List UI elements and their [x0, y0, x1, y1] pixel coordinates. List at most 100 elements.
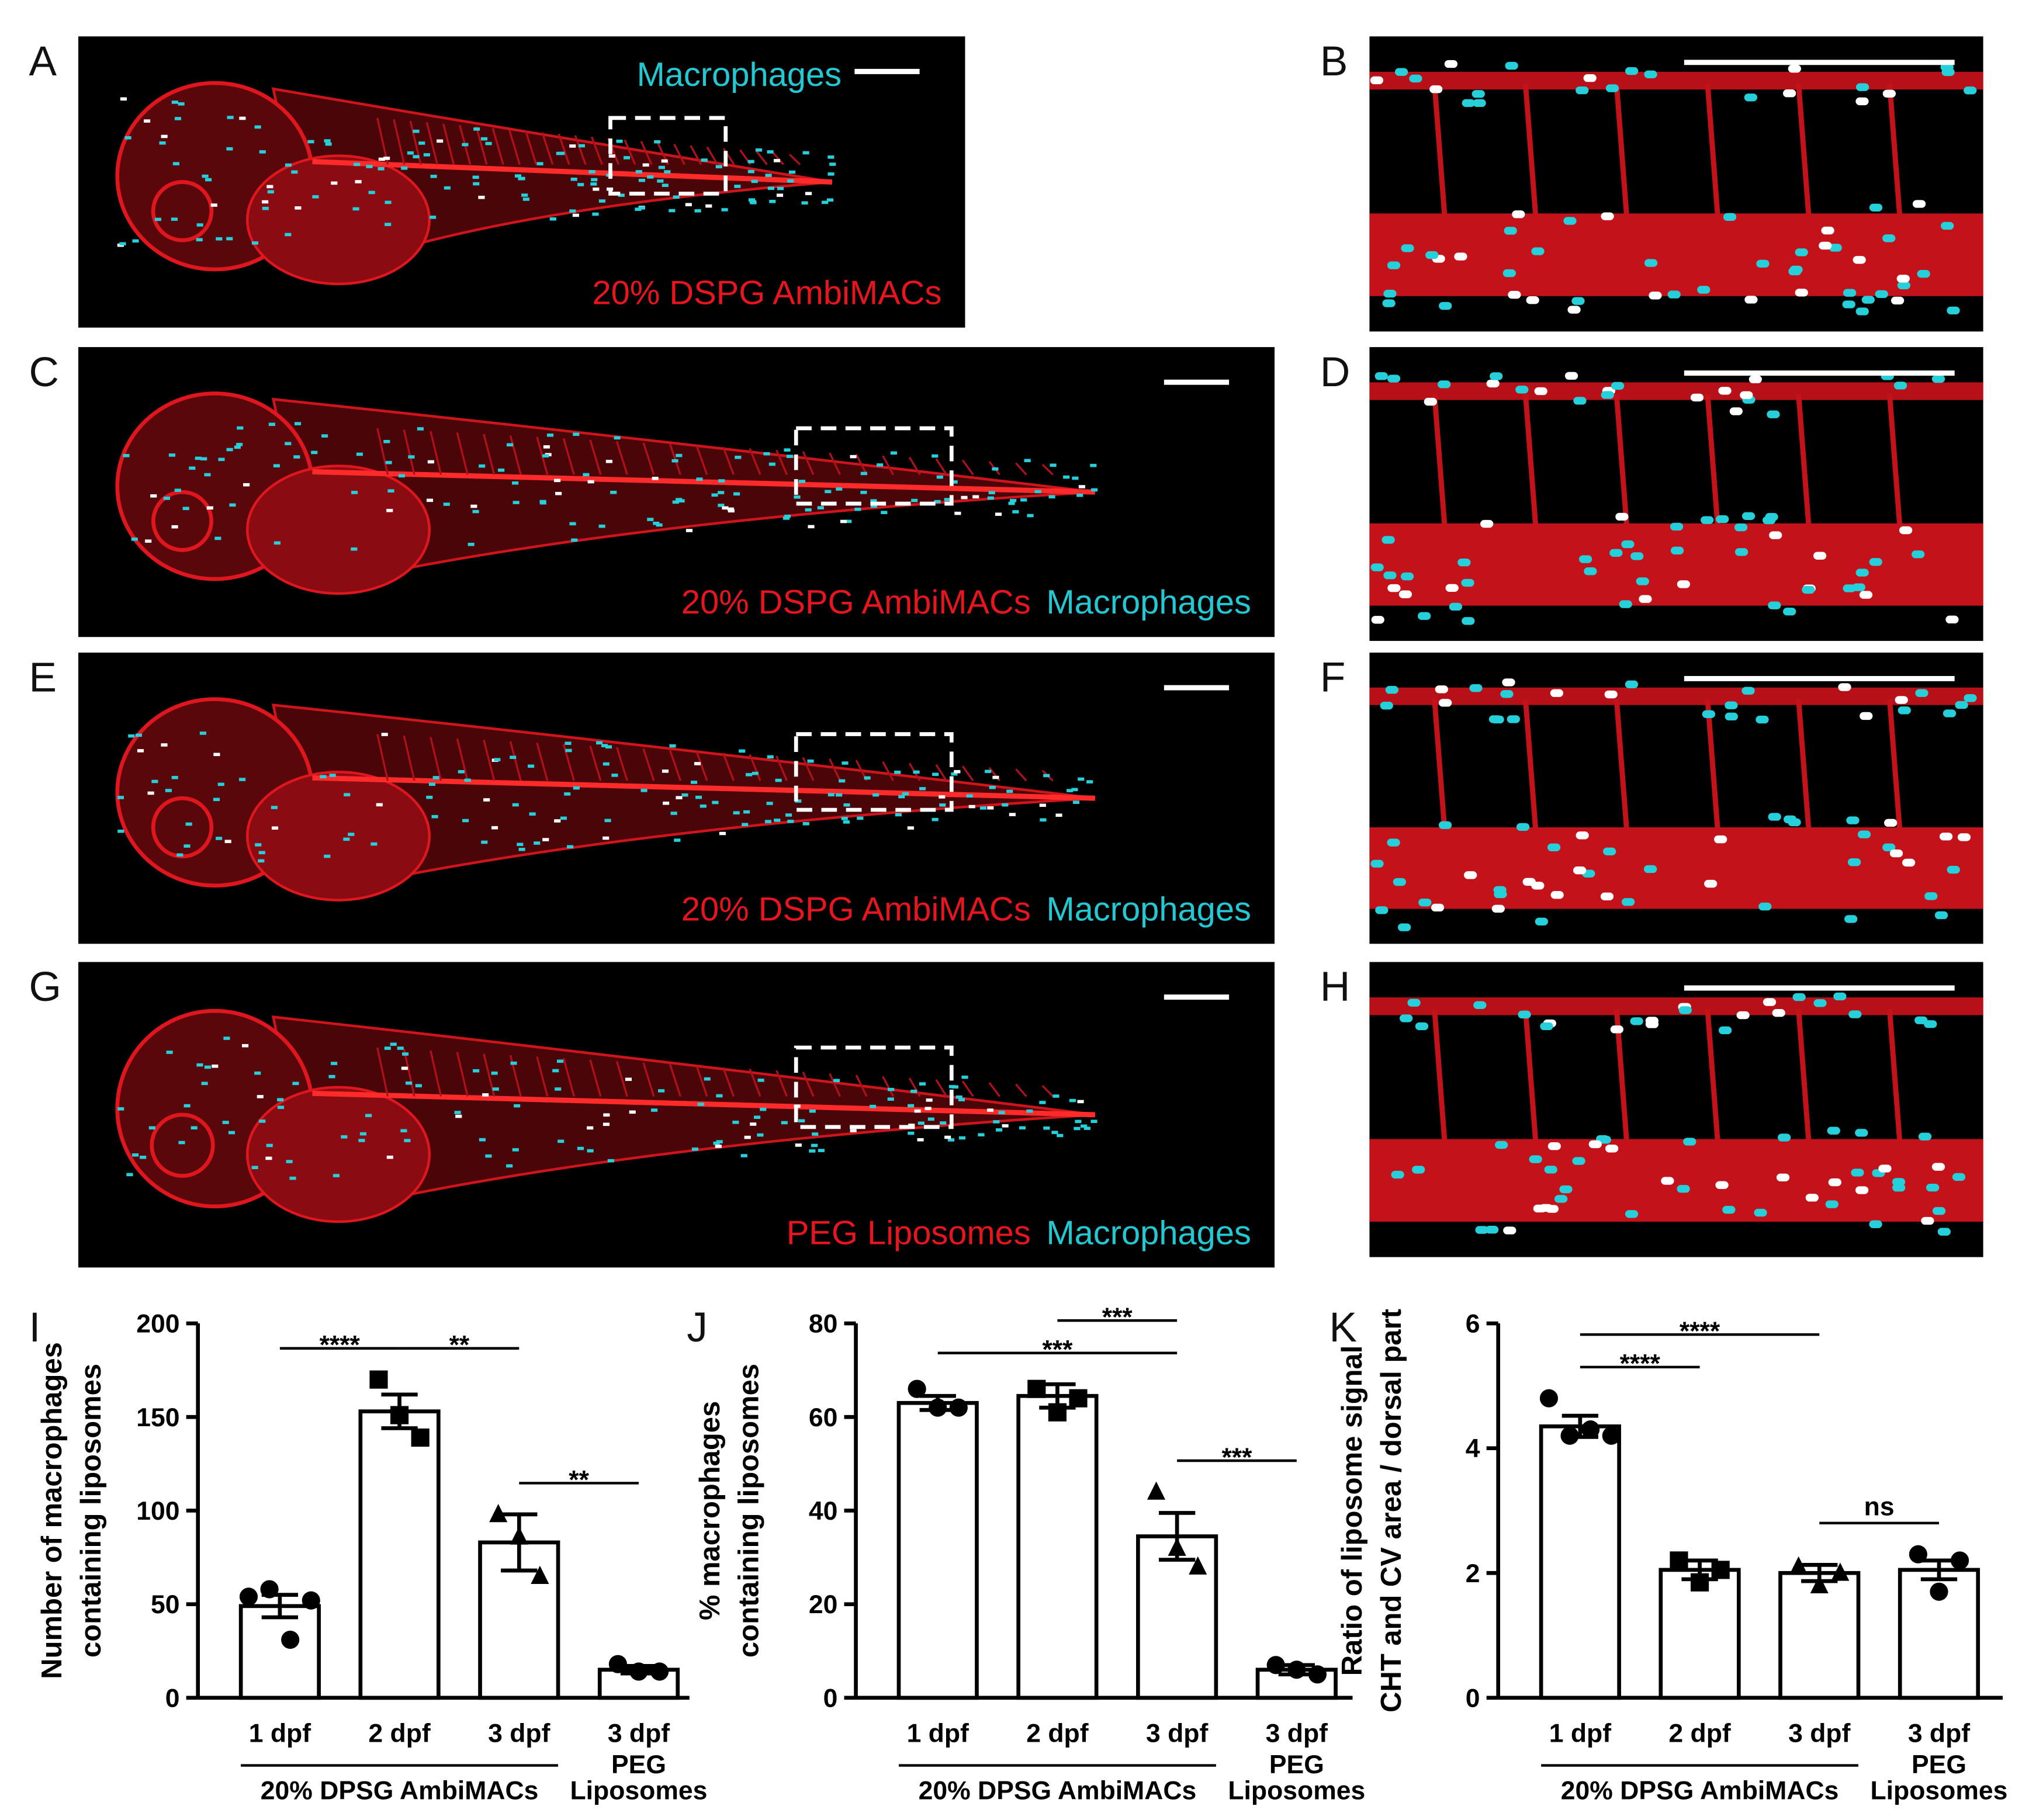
macrophage: [747, 169, 754, 174]
macrophage: [1563, 217, 1577, 225]
macrophage: [864, 776, 871, 780]
macrophage: [1725, 712, 1738, 721]
macrophage: [1765, 513, 1778, 521]
macrophage: [343, 837, 350, 841]
macrophage: [583, 473, 590, 477]
liposome-macrophage: [1639, 595, 1652, 603]
macrophage: [356, 452, 363, 456]
panel-letter: J: [687, 1305, 708, 1351]
macrophage: [1937, 1228, 1951, 1236]
liposome-macrophage: [605, 459, 612, 463]
macrophage: [927, 1117, 934, 1121]
panel-letter: B: [1320, 39, 1348, 85]
macrophage: [1043, 774, 1050, 778]
macrophage: [254, 125, 261, 129]
macrophage: [168, 453, 176, 457]
macrophage: [1024, 459, 1031, 463]
macrophage: [635, 170, 642, 174]
liposome-macrophage: [555, 491, 562, 495]
data-point: [1691, 1573, 1709, 1592]
macrophage: [426, 795, 433, 799]
macrophage: [454, 1111, 461, 1114]
liposome-macrophage: [1931, 1163, 1945, 1171]
macrophage: [1670, 522, 1684, 531]
liposome-macrophage: [1902, 858, 1916, 867]
macrophage: [747, 160, 754, 164]
macrophage: [733, 811, 740, 814]
macrophage: [124, 136, 131, 140]
macrophage: [908, 1131, 915, 1135]
liposome-macrophage: [850, 1129, 857, 1132]
macrophage: [768, 462, 775, 466]
image-content: [1369, 992, 1983, 1236]
macrophage: [669, 744, 676, 748]
intersegmental-vessel: [1432, 1008, 1448, 1145]
macrophage: [119, 242, 126, 246]
macrophage: [151, 779, 158, 784]
macrophage: [1090, 1119, 1097, 1124]
macrophage: [1394, 68, 1408, 76]
macrophage: [1002, 803, 1009, 807]
liposome-macrophage: [1896, 275, 1910, 283]
macrophage: [947, 1138, 954, 1142]
macrophage: [529, 812, 536, 816]
macrophage: [614, 436, 621, 440]
macrophage: [769, 200, 776, 203]
macrophage: [1081, 1124, 1088, 1128]
liposome-macrophage: [1576, 831, 1589, 840]
macrophage: [1722, 1205, 1736, 1214]
macrophage: [518, 848, 525, 851]
liposome-macrophage: [914, 1109, 921, 1113]
macrophage: [462, 143, 469, 147]
liposome-macrophage: [1444, 60, 1458, 68]
liposome-macrophage: [1502, 678, 1515, 687]
macrophage: [255, 843, 262, 847]
macrophage: [721, 208, 728, 212]
macrophage: [573, 432, 580, 436]
panel-letter: C: [29, 349, 58, 396]
macrophage: [681, 793, 688, 797]
macrophage: [223, 1036, 230, 1040]
macrophage: [408, 455, 415, 459]
macrophage: [1611, 382, 1625, 390]
macrophage: [172, 162, 179, 165]
segment-vessel: [624, 139, 636, 165]
macrophage: [802, 822, 809, 826]
macrophage: [890, 451, 897, 455]
macrophage: [750, 201, 757, 204]
macrophage: [387, 489, 394, 493]
macrophage: [611, 774, 618, 777]
x-tick-label: 2 dpf: [368, 1719, 430, 1748]
macrophage: [558, 151, 565, 155]
macrophage: [498, 468, 505, 472]
data-point: [1069, 1389, 1088, 1408]
image-content: [115, 81, 836, 286]
intersegmental-vessel: [1886, 1008, 1903, 1145]
macrophage: [740, 1154, 747, 1157]
macrophage: [607, 1159, 614, 1163]
macrophage: [415, 1084, 422, 1087]
macrophage: [757, 1079, 764, 1082]
macrophage: [825, 490, 832, 494]
macrophage: [860, 490, 867, 494]
intersegmental-vessel: [1432, 394, 1448, 530]
liposome-macrophage: [1486, 379, 1500, 388]
macrophage: [985, 769, 992, 774]
macrophage: [805, 508, 812, 512]
macrophage: [1578, 555, 1592, 563]
data-point: [1670, 1551, 1688, 1570]
macrophage: [1697, 286, 1711, 294]
macrophage: [841, 817, 848, 820]
macrophage: [635, 207, 642, 211]
liposome-macrophage: [383, 157, 390, 160]
macrophage: [1924, 1020, 1937, 1028]
liposome-macrophage: [331, 181, 338, 185]
liposome-macrophage: [1610, 1025, 1623, 1034]
macrophage: [1718, 1026, 1732, 1035]
liposome-macrophage: [1508, 290, 1521, 299]
liposome-macrophage: [1055, 813, 1062, 817]
image-content: [1369, 678, 1983, 931]
macrophage: [366, 165, 373, 168]
liposome-macrophage: [1729, 407, 1743, 415]
eye: [151, 490, 213, 552]
